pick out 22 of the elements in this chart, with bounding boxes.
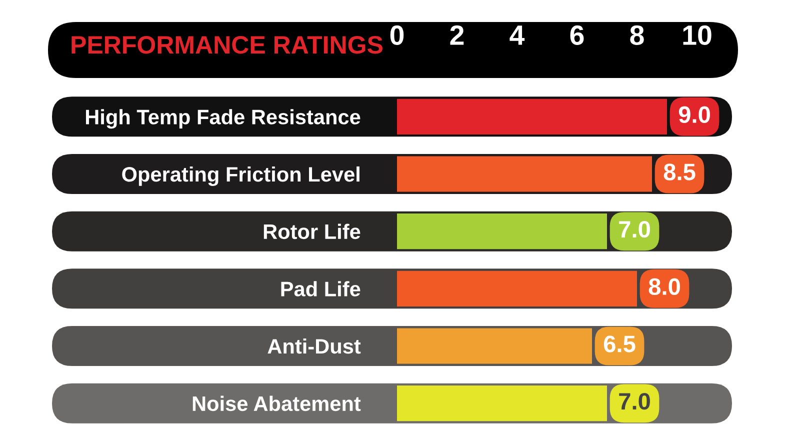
x-tick-label: 10 [683, 25, 712, 46]
data-label: 8.5 [664, 164, 696, 180]
y-tick-label: Pad Life [281, 281, 360, 296]
data-label: 6.5 [604, 336, 636, 352]
bar [397, 386, 607, 422]
y-tick-label: Anti-Dust [268, 338, 361, 354]
chart-title: PERFORMANCE RATINGS [72, 36, 382, 54]
x-tick-label: 4 [510, 26, 525, 45]
x-tick-label: 0 [390, 25, 404, 46]
x-tick-label: 2 [450, 25, 464, 45]
data-label: 9.0 [678, 106, 710, 124]
y-tick-label: Operating Friction Level [122, 166, 360, 186]
bar [397, 214, 607, 250]
y-tick-label: Noise Abatement [192, 396, 361, 412]
bar [397, 328, 592, 364]
x-tick-label: 8 [630, 25, 644, 46]
x-tick-label: 6 [570, 25, 584, 46]
y-tick-label: High Temp Fade Resistance [86, 109, 360, 129]
y-tick-label: Rotor Life [264, 224, 360, 240]
data-label: 7.0 [619, 220, 650, 238]
data-label: 8.0 [648, 278, 680, 296]
data-label: 7.0 [619, 392, 650, 410]
